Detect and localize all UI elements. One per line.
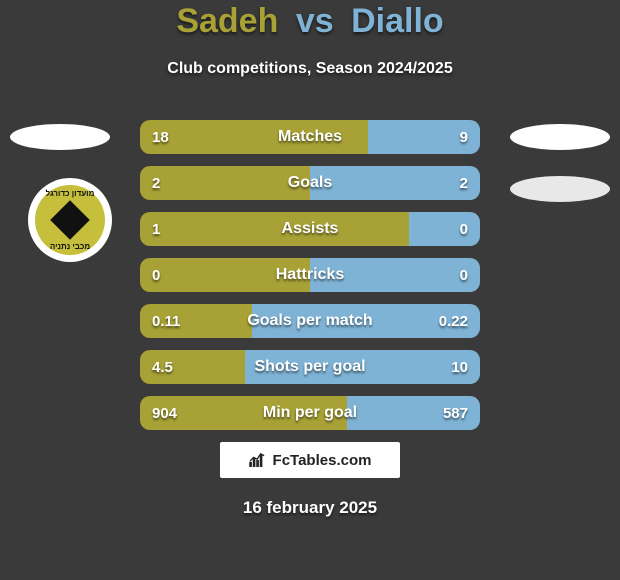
stat-label: Shots per goal: [140, 350, 480, 384]
club-badge-inner: מועדון כדורגל מכבי נתניה: [35, 185, 105, 255]
title-player1: Sadeh: [176, 2, 278, 40]
badge-text-bottom: מכבי נתניה: [50, 242, 90, 251]
page: Sadeh vs Diallo Club competitions, Seaso…: [0, 0, 620, 580]
stat-label: Goals: [140, 166, 480, 200]
stat-label: Hattricks: [140, 258, 480, 292]
diamond-icon: [50, 200, 90, 240]
page-title: Sadeh vs Diallo: [0, 2, 620, 41]
subtitle: Club competitions, Season 2024/2025: [0, 60, 620, 78]
stat-label: Min per goal: [140, 396, 480, 430]
brand-text: FcTables.com: [273, 452, 372, 469]
stats-bars: 189Matches 22Goals 10Assists 00Hattricks 0.1…: [140, 120, 480, 442]
date-text: 16 february 2025: [0, 498, 620, 518]
stat-row: 00Hattricks: [140, 258, 480, 292]
club-slot-right-1: [510, 124, 610, 150]
bar-chart-icon: [249, 453, 267, 467]
stat-label: Matches: [140, 120, 480, 154]
club-slot-right-2: [510, 176, 610, 202]
stat-row: 189Matches: [140, 120, 480, 154]
stat-label: Assists: [140, 212, 480, 246]
stat-row: 10Assists: [140, 212, 480, 246]
club-badge-left: מועדון כדורגל מכבי נתניה: [28, 178, 112, 262]
stat-row: 22Goals: [140, 166, 480, 200]
title-vs: vs: [296, 2, 334, 40]
stat-label: Goals per match: [140, 304, 480, 338]
stat-row: 0.110.22Goals per match: [140, 304, 480, 338]
club-slot-left: [10, 124, 110, 150]
stat-row: 4.510Shots per goal: [140, 350, 480, 384]
stat-row: 904587Min per goal: [140, 396, 480, 430]
brand-box: FcTables.com: [220, 442, 400, 478]
badge-text-top: מועדון כדורגל: [46, 189, 95, 198]
title-player2: Diallo: [351, 2, 444, 40]
